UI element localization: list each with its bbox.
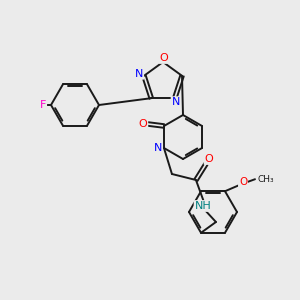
Text: O: O (239, 177, 247, 187)
Text: O: O (139, 119, 147, 129)
Text: N: N (135, 69, 143, 79)
Text: CH₃: CH₃ (257, 175, 274, 184)
Text: NH: NH (195, 201, 211, 211)
Text: N: N (172, 97, 180, 107)
Text: F: F (40, 100, 46, 110)
Text: O: O (205, 154, 213, 164)
Text: O: O (160, 53, 168, 63)
Text: N: N (154, 143, 162, 153)
